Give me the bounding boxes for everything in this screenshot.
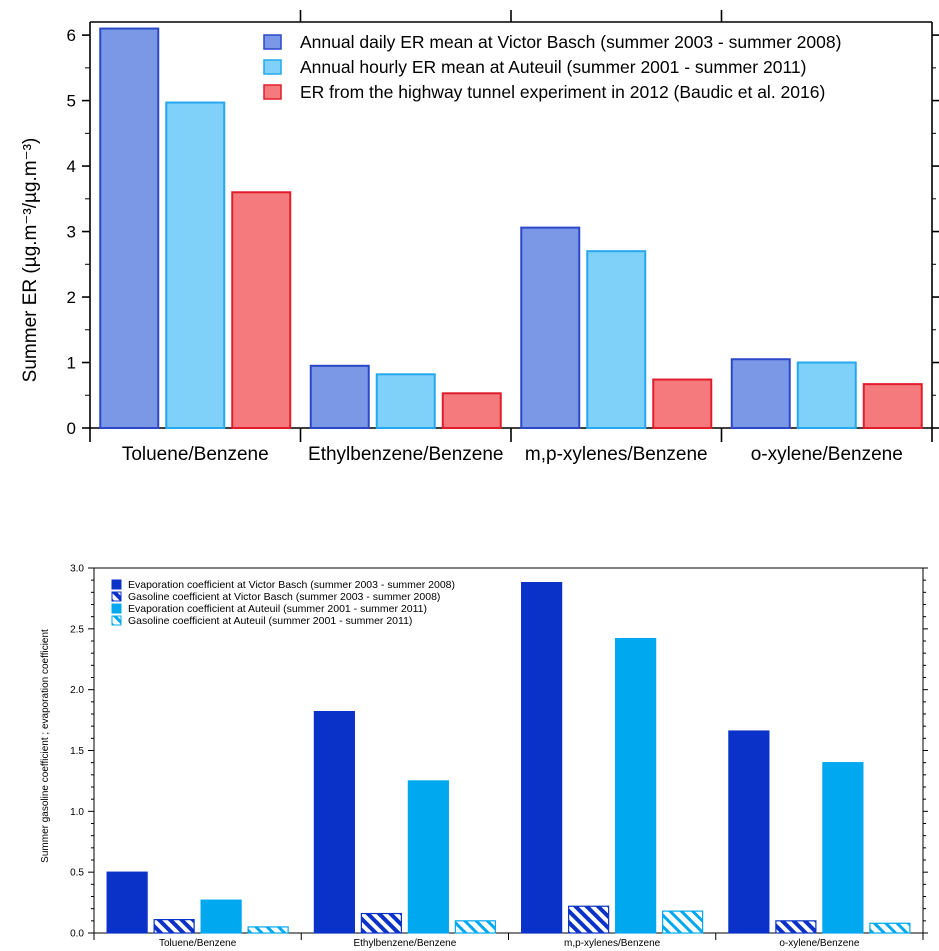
bar-bottom bbox=[521, 582, 563, 934]
y-tick-label: 2 bbox=[67, 288, 76, 307]
bottom-coefficient-chart: Summer gasoline coefficient ; evaporatio… bbox=[40, 564, 928, 949]
y-tick-label: 3.0 bbox=[70, 564, 84, 575]
bar-bottom bbox=[153, 919, 195, 934]
bar-top bbox=[730, 358, 791, 430]
y-tick-label: 2.5 bbox=[70, 624, 84, 635]
legend-swatch-bottom bbox=[111, 579, 122, 590]
bar-top bbox=[652, 378, 713, 429]
bar-bottom bbox=[313, 710, 355, 934]
legend-swatch-bottom bbox=[111, 615, 122, 626]
bar-bottom bbox=[662, 910, 704, 934]
category-label-bottom: Toluene/Benzene bbox=[159, 938, 237, 949]
bar-bottom bbox=[775, 920, 817, 934]
y-tick-label: 3 bbox=[67, 223, 76, 242]
bottom-y-axis-label: Summer gasoline coefficient ; evaporatio… bbox=[40, 629, 51, 863]
category-label-top: Toluene/Benzene bbox=[122, 444, 269, 465]
legend-label-bottom: Gasoline coefficient at Victor Basch (su… bbox=[128, 591, 440, 603]
y-tick-label: 0 bbox=[67, 419, 76, 438]
y-tick-label: 4 bbox=[67, 157, 76, 176]
bar-bottom bbox=[615, 637, 657, 934]
bar-top bbox=[309, 364, 370, 429]
bar-bottom bbox=[247, 926, 289, 934]
legend-swatch-top bbox=[263, 34, 282, 50]
bar-bottom bbox=[822, 762, 864, 934]
bar-top bbox=[586, 250, 647, 429]
legend-swatch-top bbox=[263, 59, 282, 75]
category-label-bottom: o-xylene/Benzene bbox=[779, 938, 859, 949]
bar-top bbox=[796, 361, 857, 430]
bar-top bbox=[520, 226, 581, 429]
bar-bottom bbox=[454, 920, 496, 934]
bar-top bbox=[375, 373, 436, 429]
bar-bottom bbox=[360, 912, 402, 934]
bar-top bbox=[231, 191, 292, 429]
bar-top bbox=[441, 392, 502, 429]
y-tick-label: 5 bbox=[67, 92, 76, 111]
bar-bottom bbox=[728, 730, 770, 934]
category-label-top: o-xylene/Benzene bbox=[751, 444, 903, 465]
category-label-bottom: m,p-xylenes/Benzene bbox=[564, 938, 661, 949]
legend-swatch-bottom bbox=[111, 603, 122, 614]
bar-bottom bbox=[869, 922, 911, 934]
y-tick-label: 1.5 bbox=[70, 746, 84, 757]
y-tick-label: 1 bbox=[67, 354, 76, 373]
category-label-top: Ethylbenzene/Benzene bbox=[308, 444, 503, 465]
legend-swatch-bottom bbox=[111, 591, 122, 602]
bar-top bbox=[99, 27, 160, 429]
legend-label-bottom: Evaporation coefficient at Victor Basch … bbox=[128, 579, 455, 591]
y-tick-label: 2.0 bbox=[70, 685, 84, 696]
y-tick-label: 0.0 bbox=[70, 929, 84, 940]
bar-bottom bbox=[407, 780, 449, 934]
legend-label-top: Annual hourly ER mean at Auteuil (summer… bbox=[300, 57, 806, 77]
legend-label-bottom: Gasoline coefficient at Auteuil (summer … bbox=[128, 615, 412, 627]
top-y-axis-label: Summer ER (µg.m⁻³/µg.m⁻³) bbox=[20, 138, 41, 383]
y-tick-label: 0.5 bbox=[70, 868, 84, 879]
bar-top bbox=[165, 101, 226, 429]
bar-bottom bbox=[200, 899, 242, 934]
y-tick-label: 1.0 bbox=[70, 807, 84, 818]
legend-label-bottom: Evaporation coefficient at Auteuil (summ… bbox=[128, 603, 427, 615]
top-er-chart: Summer ER (µg.m⁻³/µg.m⁻³) 0 1 2 3 4 5 6 Toluene… bbox=[20, 10, 939, 465]
legend-swatch-top bbox=[263, 84, 282, 100]
category-label-top: m,p-xylenes/Benzene bbox=[525, 444, 708, 465]
bar-bottom bbox=[106, 871, 148, 934]
category-label-bottom: Ethylbenzene/Benzene bbox=[353, 938, 456, 949]
y-tick-label: 6 bbox=[67, 26, 76, 45]
bar-bottom bbox=[568, 905, 610, 934]
legend-label-top: ER from the highway tunnel experiment in… bbox=[300, 82, 825, 102]
legend-label-top: Annual daily ER mean at Victor Basch (su… bbox=[300, 32, 841, 52]
bar-top bbox=[862, 383, 923, 429]
